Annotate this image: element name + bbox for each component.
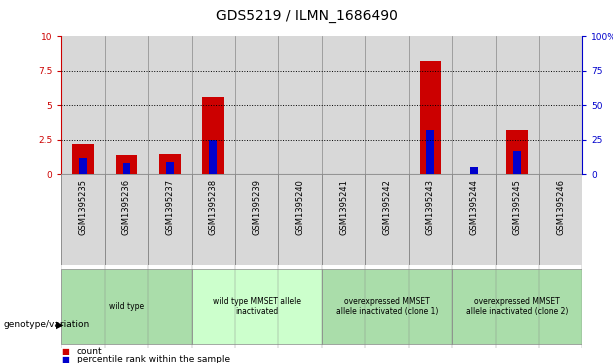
- Bar: [506, 130, 528, 174]
- Bar: [159, 154, 181, 174]
- Text: GDS5219 / ILMN_1686490: GDS5219 / ILMN_1686490: [216, 9, 397, 23]
- Bar: [79, 158, 87, 174]
- Text: GSM1395239: GSM1395239: [252, 179, 261, 235]
- Bar: [365, 36, 409, 174]
- Bar: [539, 174, 582, 265]
- Text: GSM1395245: GSM1395245: [512, 179, 522, 234]
- Bar: [202, 97, 224, 174]
- Bar: [235, 36, 278, 174]
- Bar: [105, 36, 148, 174]
- Bar: [148, 36, 192, 174]
- Text: ■: ■: [61, 355, 69, 363]
- Bar: [495, 174, 539, 265]
- Bar: [61, 269, 191, 344]
- Bar: [210, 140, 217, 174]
- Bar: [116, 155, 137, 174]
- Bar: [105, 174, 148, 265]
- Bar: [409, 174, 452, 265]
- Bar: [278, 174, 322, 265]
- Bar: [192, 36, 235, 174]
- Bar: [452, 269, 582, 344]
- Text: genotype/variation: genotype/variation: [3, 321, 89, 329]
- Text: GSM1395246: GSM1395246: [556, 179, 565, 235]
- Bar: [191, 174, 235, 265]
- Text: GSM1395235: GSM1395235: [78, 179, 88, 235]
- Text: ▶: ▶: [56, 320, 64, 330]
- Bar: [452, 36, 495, 174]
- Text: wild type MMSET allele
inactivated: wild type MMSET allele inactivated: [213, 297, 301, 317]
- Bar: [427, 130, 434, 174]
- Bar: [539, 36, 582, 174]
- Bar: [166, 162, 173, 174]
- Bar: [322, 174, 365, 265]
- Bar: [72, 144, 94, 174]
- Text: wild type: wild type: [109, 302, 144, 311]
- Bar: [365, 174, 409, 265]
- Bar: [322, 269, 452, 344]
- Text: GSM1395237: GSM1395237: [166, 179, 174, 235]
- Bar: [419, 61, 441, 174]
- Text: overexpressed MMSET
allele inactivated (clone 1): overexpressed MMSET allele inactivated (…: [336, 297, 438, 317]
- Bar: [61, 36, 105, 174]
- Text: GSM1395243: GSM1395243: [426, 179, 435, 235]
- Bar: [452, 174, 495, 265]
- Text: GSM1395244: GSM1395244: [470, 179, 478, 234]
- Text: ■: ■: [61, 347, 69, 355]
- Bar: [278, 36, 322, 174]
- Bar: [61, 174, 105, 265]
- Text: GSM1395242: GSM1395242: [383, 179, 392, 234]
- Bar: [235, 174, 278, 265]
- Bar: [495, 36, 539, 174]
- Bar: [322, 36, 365, 174]
- Bar: [470, 167, 478, 174]
- Text: overexpressed MMSET
allele inactivated (clone 2): overexpressed MMSET allele inactivated (…: [466, 297, 568, 317]
- Text: GSM1395240: GSM1395240: [295, 179, 305, 234]
- Bar: [409, 36, 452, 174]
- Text: percentile rank within the sample: percentile rank within the sample: [77, 355, 230, 363]
- Bar: [191, 269, 322, 344]
- Bar: [123, 163, 131, 174]
- Text: count: count: [77, 347, 102, 355]
- Text: GSM1395236: GSM1395236: [122, 179, 131, 235]
- Text: GSM1395241: GSM1395241: [339, 179, 348, 234]
- Bar: [513, 151, 521, 174]
- Bar: [148, 174, 191, 265]
- Text: GSM1395238: GSM1395238: [209, 179, 218, 235]
